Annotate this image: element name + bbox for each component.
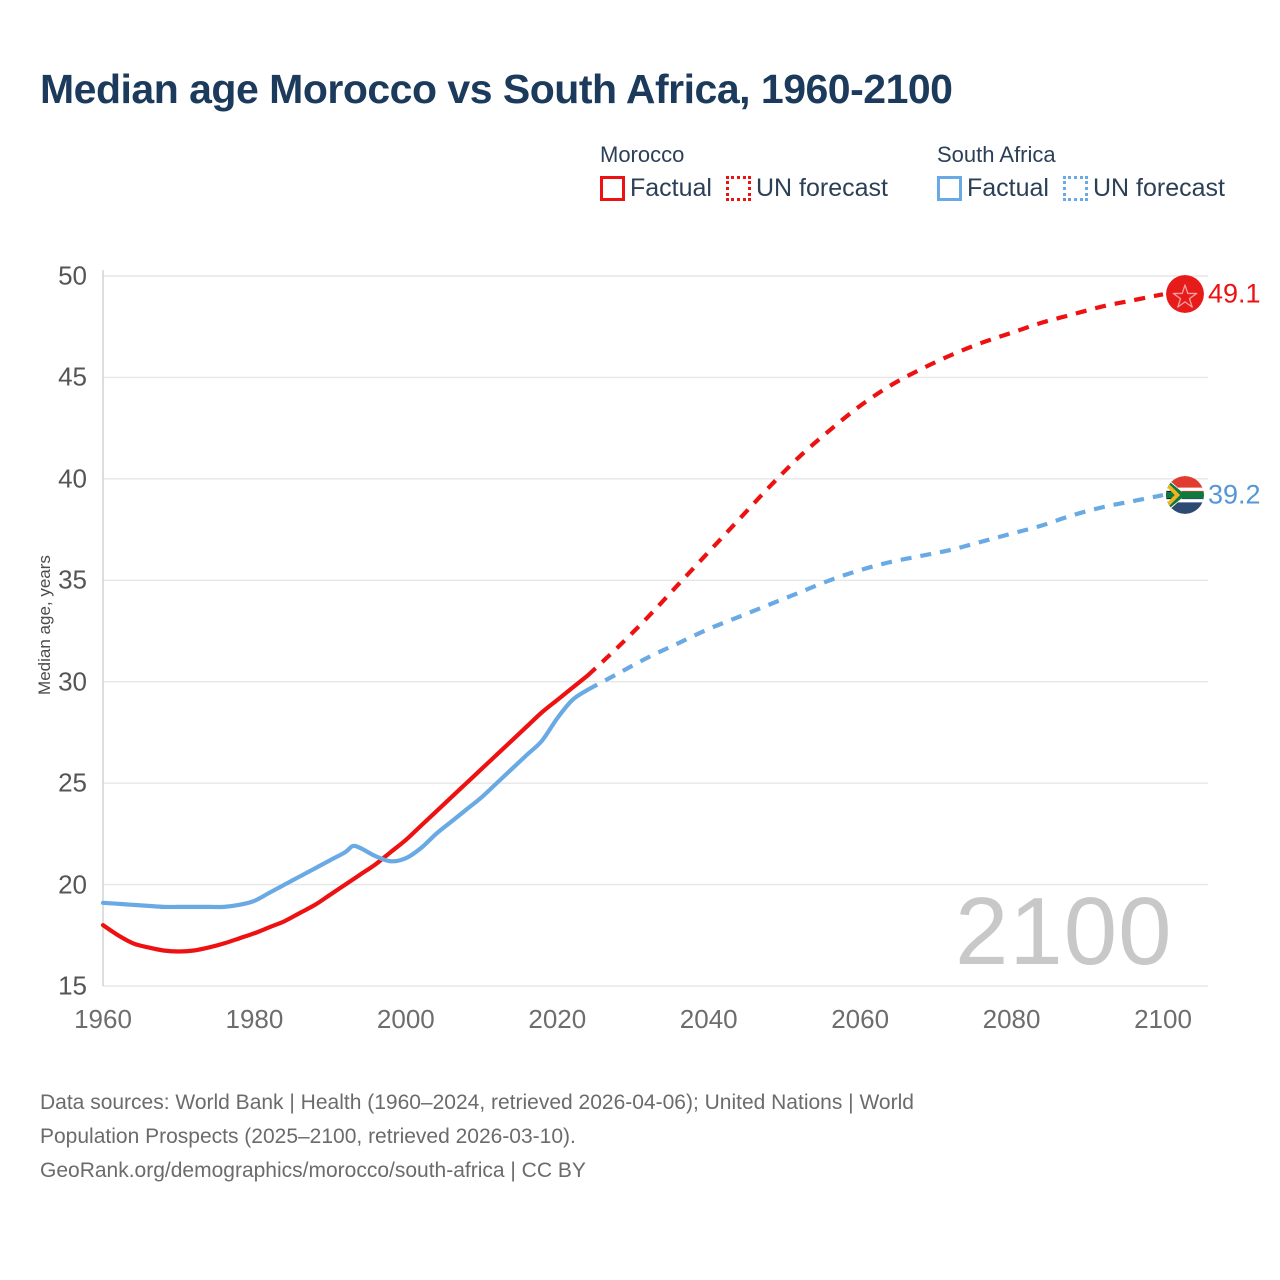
legend-entry-south-africa-forecast[interactable]: UN forecast — [1062, 174, 1225, 203]
legend-country-south-africa: South Africa — [937, 142, 1056, 167]
series-line-factual-south-africa — [100, 687, 590, 910]
x-tick-label: 2060 — [831, 1004, 890, 1034]
legend-label-morocco-forecast: UN forecast — [755, 174, 888, 202]
x-tick-label: 2000 — [376, 1004, 435, 1034]
footer-line-1: Data sources: World Bank | Health (1960–… — [40, 1091, 914, 1114]
series-line-factual-morocco — [100, 673, 590, 954]
y-tick-label: 45 — [58, 361, 87, 392]
chart-svg — [100, 270, 1208, 987]
y-tick-label: 20 — [58, 869, 87, 900]
morocco-endpoint-value: 49.1 — [1208, 278, 1261, 309]
legend-country-morocco: Morocco — [600, 142, 685, 167]
legend-group-morocco: Morocco Factual UN forecast — [600, 142, 888, 203]
south-africa-flag-icon — [1166, 476, 1204, 515]
morocco-flag-icon — [1166, 275, 1204, 314]
x-tick-label: 2100 — [1134, 1004, 1192, 1034]
legend-swatch-solid-red-icon — [600, 176, 625, 201]
x-tick-label: 2020 — [528, 1004, 587, 1034]
legend-group-south-africa: South Africa Factual UN forecast — [937, 142, 1225, 203]
year-watermark: 2100 — [955, 878, 1173, 985]
y-tick-label: 15 — [58, 970, 87, 1001]
x-tick-label: 2040 — [679, 1004, 738, 1034]
legend-swatch-dotted-red-icon — [725, 176, 751, 201]
series-line-forecast-south-africa — [586, 493, 1164, 692]
footer-line-3: GeoRank.org/demographics/morocco/south-a… — [40, 1159, 586, 1183]
footer-sources: Data sources: World Bank | Health (1960–… — [40, 1086, 1220, 1188]
x-tick-label: 1980 — [225, 1004, 284, 1034]
legend-entry-morocco-forecast[interactable]: UN forecast — [725, 174, 888, 203]
y-tick-label: 25 — [58, 767, 87, 798]
page-title: Median age Morocco vs South Africa, 1960… — [40, 66, 953, 112]
legend-label-morocco-factual: Factual — [630, 174, 712, 202]
footer-line-2: Population Prospects (2025–2100, retriev… — [40, 1125, 576, 1149]
legend-entry-morocco-factual[interactable]: Factual — [600, 174, 712, 203]
plot-area: Median age, years 2100 15 20 25 30 35 40 45 50 1… — [35, 260, 1261, 1035]
legend-label-south-africa-forecast: UN forecast — [1092, 174, 1225, 202]
series-line-forecast-morocco — [586, 292, 1164, 678]
legend-entry-south-africa-factual[interactable]: Factual — [937, 174, 1049, 203]
y-tick-label: 35 — [58, 564, 87, 595]
y-tick-label: 30 — [58, 666, 87, 697]
legend-swatch-dotted-blue-icon — [1062, 176, 1088, 201]
x-tick-label: 1960 — [74, 1004, 132, 1034]
y-tick-label: 50 — [58, 260, 87, 291]
y-tick-label: 40 — [58, 463, 87, 494]
south-africa-endpoint-value: 39.2 — [1208, 479, 1261, 510]
x-tick-label: 2080 — [982, 1004, 1041, 1034]
legend-swatch-solid-blue-icon — [937, 176, 962, 201]
legend-label-south-africa-factual: Factual — [967, 174, 1049, 202]
chart-legend: Morocco Factual UN forecast South Africa… — [600, 142, 1260, 222]
